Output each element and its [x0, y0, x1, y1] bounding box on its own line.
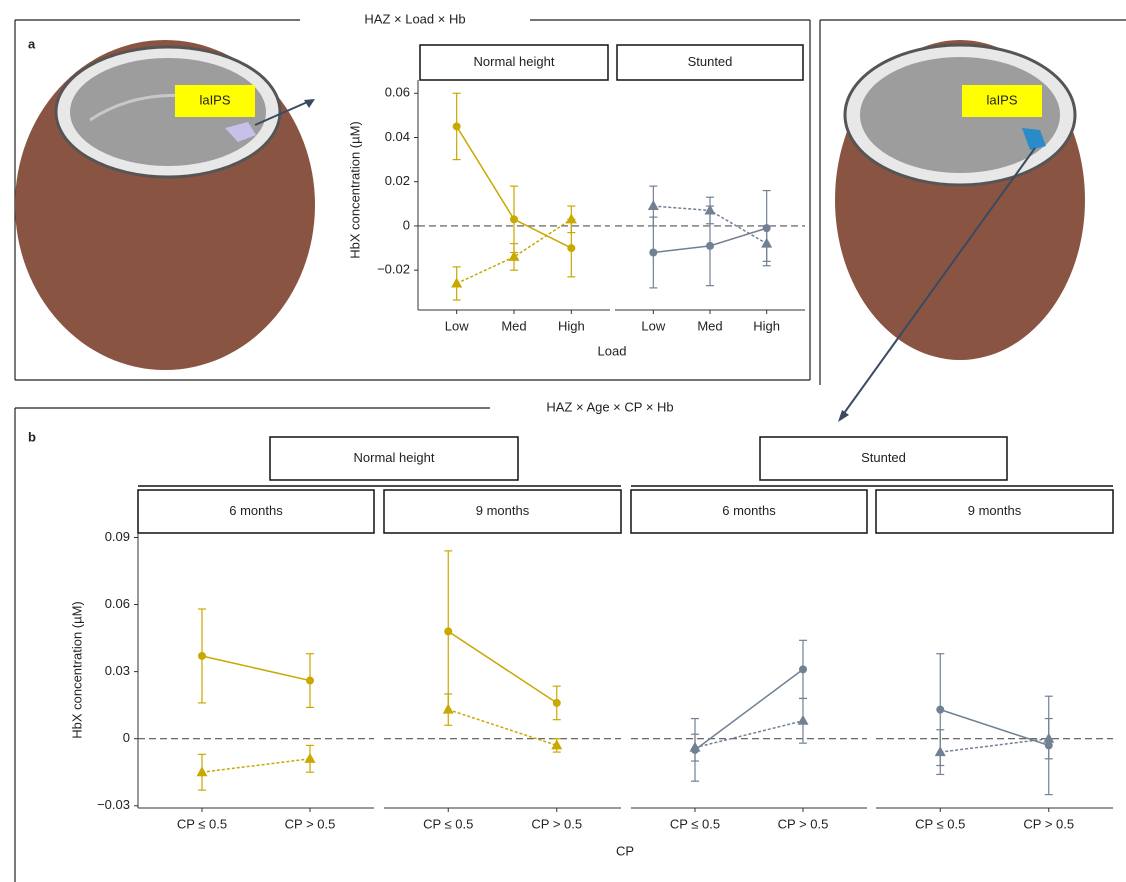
x-tick-label: Low: [445, 318, 469, 333]
facet-strip: [137, 489, 375, 534]
y-axis-label: HbX concentration (µM): [347, 121, 362, 259]
series-line: [201, 655, 311, 682]
series-line: [448, 708, 557, 747]
region-label: laIPS: [199, 92, 230, 107]
x-tick-label: High: [558, 318, 585, 333]
x-tick-label: CP > 0.5: [285, 816, 336, 831]
y-tick-label: 0.06: [105, 596, 130, 611]
point: [567, 244, 576, 253]
point: [689, 741, 701, 752]
region-label: laIPS: [986, 92, 1017, 107]
point: [452, 122, 461, 131]
x-tick-label: Med: [501, 318, 526, 333]
x-axis-label: Load: [598, 343, 627, 358]
facet-strip: [383, 489, 622, 534]
facet-strip: [419, 44, 609, 81]
facet-title: 9 months: [968, 503, 1022, 518]
frames: [14, 19, 1126, 882]
point: [649, 248, 658, 257]
series-line: [447, 630, 558, 704]
facet-title: 9 months: [476, 503, 530, 518]
facet-strip: [616, 44, 804, 81]
y-tick-label: 0.03: [105, 663, 130, 678]
point: [198, 651, 206, 660]
facet-strip: [759, 436, 1008, 481]
chart-title: HAZ × Load × Hb: [364, 11, 465, 26]
x-axis-label: CP: [616, 843, 634, 858]
x-tick-label: Med: [697, 318, 722, 333]
y-tick-label: 0.09: [105, 529, 130, 544]
point: [306, 676, 314, 685]
point: [196, 766, 208, 777]
point: [510, 215, 518, 224]
x-tick-label: CP ≤ 0.5: [423, 816, 473, 831]
y-tick-label: 0.06: [385, 85, 410, 100]
region-label-box: [175, 85, 255, 117]
brain-left: [15, 40, 315, 370]
region-label-box: [962, 85, 1042, 117]
point: [706, 241, 714, 250]
facet-title: 6 months: [722, 503, 776, 518]
x-tick-label: CP > 0.5: [778, 816, 829, 831]
point: [551, 739, 563, 750]
panel-label: b: [28, 429, 36, 444]
point: [304, 752, 316, 763]
facet-title: 6 months: [229, 503, 283, 518]
facet-strip: [630, 489, 868, 534]
point: [1043, 732, 1055, 743]
chart-title: HAZ × Age × CP × Hb: [546, 399, 673, 414]
series-line: [201, 758, 311, 773]
panel-label: a: [28, 36, 36, 51]
point: [552, 698, 561, 707]
point: [647, 200, 659, 211]
series-line: [694, 668, 804, 751]
facet-title: Normal height: [474, 54, 555, 69]
facet-title: Normal height: [354, 450, 435, 465]
x-tick-label: CP ≤ 0.5: [915, 816, 965, 831]
x-tick-label: High: [753, 318, 780, 333]
series-line: [940, 737, 1049, 753]
series-line: [694, 720, 804, 749]
y-tick-label: 0.02: [385, 173, 410, 188]
series-line: [940, 708, 1049, 747]
facet-title: Stunted: [688, 54, 733, 69]
x-tick-label: Low: [641, 318, 665, 333]
point: [565, 213, 577, 224]
point: [761, 237, 773, 248]
y-tick-label: −0.02: [377, 262, 410, 277]
point: [442, 703, 454, 714]
x-tick-label: CP ≤ 0.5: [177, 816, 227, 831]
point: [934, 746, 946, 757]
y-tick-label: 0.04: [385, 129, 410, 144]
facet-title: Stunted: [861, 450, 906, 465]
point: [797, 714, 809, 725]
facet-strip: [269, 436, 519, 481]
y-tick-label: 0: [403, 217, 410, 232]
y-tick-label: 0: [123, 730, 130, 745]
facet-strip: [875, 489, 1114, 534]
brain-right: [835, 40, 1085, 422]
point: [444, 627, 453, 636]
x-tick-label: CP ≤ 0.5: [670, 816, 720, 831]
x-tick-label: CP > 0.5: [1023, 816, 1074, 831]
x-tick-label: CP > 0.5: [531, 816, 582, 831]
series-line: [456, 218, 572, 285]
point: [451, 277, 463, 288]
y-tick-label: −0.03: [97, 797, 130, 812]
y-axis-label: HbX concentration (µM): [69, 601, 84, 739]
point: [936, 705, 945, 714]
point: [704, 204, 716, 215]
point: [508, 250, 520, 261]
point: [799, 665, 807, 674]
